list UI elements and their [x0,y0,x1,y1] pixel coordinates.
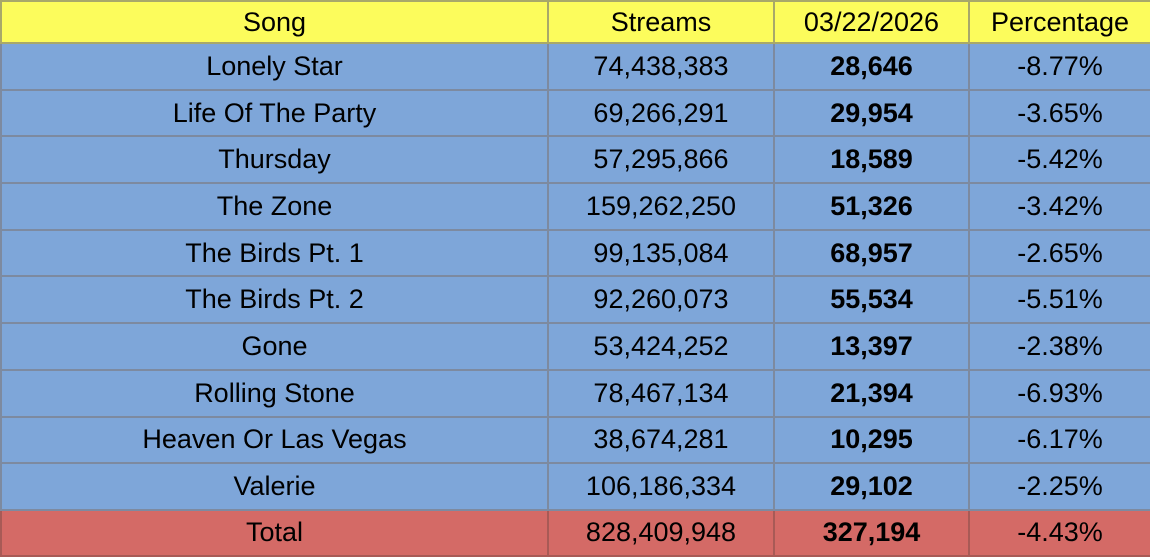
daily-streams-cell: 10,295 [773,415,970,465]
streams-cell: 74,438,383 [547,42,775,91]
header-streams: Streams [547,0,775,44]
song-cell: Life Of The Party [0,88,549,138]
header-percentage: Percentage [968,0,1150,44]
daily-streams-cell: 13,397 [773,322,970,371]
daily-streams-cell: 51,326 [773,182,970,231]
percentage-cell: -2.25% [968,462,1150,511]
daily-streams-cell: 29,102 [773,462,970,511]
total-daily-streams: 327,194 [773,508,970,557]
table-row: The Birds Pt. 1 99,135,084 68,957 -2.65% [0,228,1150,278]
percentage-cell: -8.77% [968,42,1150,91]
streams-cell: 99,135,084 [547,228,775,278]
table-row: Rolling Stone 78,467,134 21,394 -6.93% [0,368,1150,418]
daily-streams-cell: 21,394 [773,368,970,418]
percentage-cell: -6.93% [968,368,1150,418]
percentage-cell: -5.51% [968,275,1150,325]
streams-cell: 159,262,250 [547,182,775,231]
table-row: Thursday 57,295,866 18,589 -5.42% [0,135,1150,185]
song-cell: The Birds Pt. 2 [0,275,549,325]
song-cell: Gone [0,322,549,371]
streams-cell: 78,467,134 [547,368,775,418]
table-row: Lonely Star 74,438,383 28,646 -8.77% [0,42,1150,91]
song-cell: Lonely Star [0,42,549,91]
song-cell: Thursday [0,135,549,185]
daily-streams-cell: 55,534 [773,275,970,325]
streams-cell: 106,186,334 [547,462,775,511]
total-label: Total [0,508,549,557]
total-percentage: -4.43% [968,508,1150,557]
daily-streams-cell: 28,646 [773,42,970,91]
song-cell: Valerie [0,462,549,511]
daily-streams-cell: 29,954 [773,88,970,138]
streams-cell: 57,295,866 [547,135,775,185]
daily-streams-cell: 68,957 [773,228,970,278]
song-cell: The Birds Pt. 1 [0,228,549,278]
streams-cell: 69,266,291 [547,88,775,138]
percentage-cell: -3.42% [968,182,1150,231]
daily-streams-cell: 18,589 [773,135,970,185]
percentage-cell: -3.65% [968,88,1150,138]
total-streams: 828,409,948 [547,508,775,557]
streams-cell: 38,674,281 [547,415,775,465]
percentage-cell: -2.65% [968,228,1150,278]
table-row: Valerie 106,186,334 29,102 -2.25% [0,462,1150,511]
table-row: The Birds Pt. 2 92,260,073 55,534 -5.51% [0,275,1150,325]
header-row: Song Streams 03/22/2026 Percentage [0,0,1150,44]
total-row: Total 828,409,948 327,194 -4.43% [0,508,1150,557]
table-row: The Zone 159,262,250 51,326 -3.42% [0,182,1150,231]
streams-cell: 53,424,252 [547,322,775,371]
header-song: Song [0,0,549,44]
table-row: Heaven Or Las Vegas 38,674,281 10,295 -6… [0,415,1150,465]
song-cell: Heaven Or Las Vegas [0,415,549,465]
streams-cell: 92,260,073 [547,275,775,325]
header-date: 03/22/2026 [773,0,970,44]
percentage-cell: -5.42% [968,135,1150,185]
song-cell: The Zone [0,182,549,231]
table-row: Life Of The Party 69,266,291 29,954 -3.6… [0,88,1150,138]
percentage-cell: -6.17% [968,415,1150,465]
table-row: Gone 53,424,252 13,397 -2.38% [0,322,1150,371]
song-cell: Rolling Stone [0,368,549,418]
percentage-cell: -2.38% [968,322,1150,371]
